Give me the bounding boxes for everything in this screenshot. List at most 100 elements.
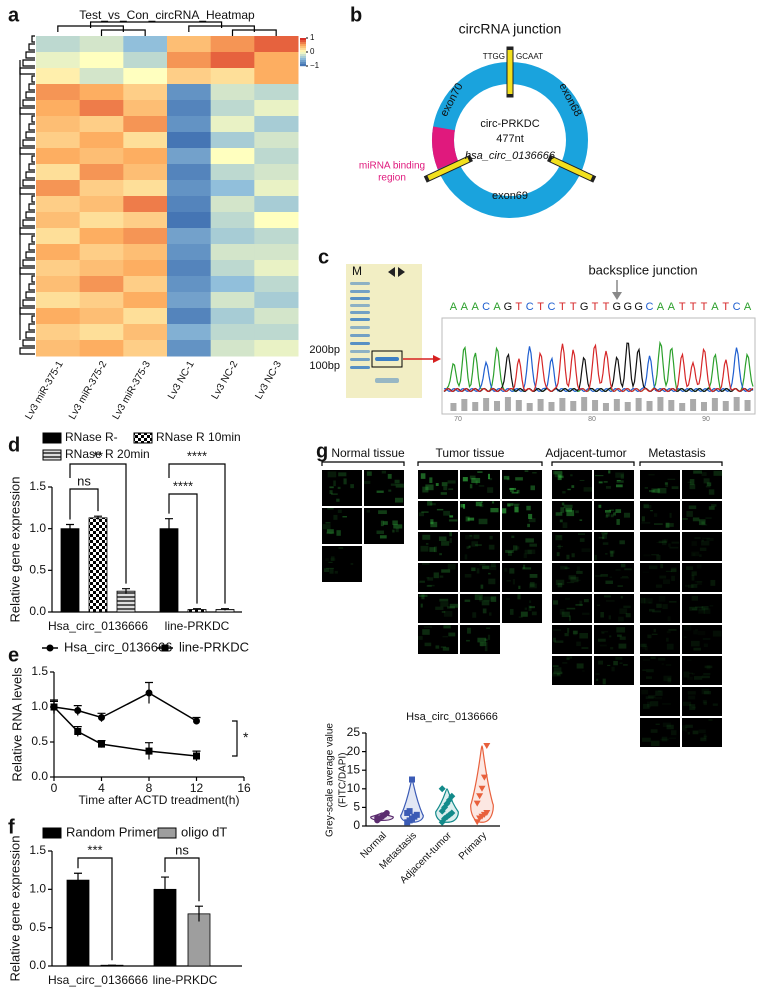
tissue-image xyxy=(594,625,634,654)
fluorescence xyxy=(528,518,536,523)
fluorescence xyxy=(613,660,618,666)
x-tick-label: 16 xyxy=(237,781,251,795)
fluorescence xyxy=(682,518,688,520)
heatmap-cell xyxy=(167,196,212,213)
fluorescence xyxy=(666,643,674,650)
fluorescence xyxy=(509,568,515,574)
fluorescence xyxy=(529,581,535,587)
y-tick-label: 1.5 xyxy=(29,843,46,857)
ladder-band xyxy=(350,350,370,353)
fluorescence xyxy=(559,608,565,615)
quality-bar xyxy=(483,398,490,411)
fluorescence xyxy=(701,539,704,542)
fluorescence xyxy=(697,565,702,569)
heatmap-cell xyxy=(167,68,212,85)
fluorescence xyxy=(662,703,671,705)
tissue-image xyxy=(640,563,680,592)
base-call: C xyxy=(526,301,534,313)
quality-bar xyxy=(526,403,533,411)
heatmap-cell xyxy=(210,36,255,53)
fluorescence xyxy=(703,734,707,739)
fluorescence xyxy=(687,481,692,483)
fluorescence xyxy=(484,646,488,652)
fluorescence xyxy=(687,731,691,735)
fluorescence xyxy=(529,573,538,578)
fluorescence xyxy=(441,541,450,546)
fluorescence xyxy=(641,516,645,522)
fluorescence xyxy=(487,634,491,640)
tissue-image xyxy=(418,532,458,561)
fluorescence xyxy=(576,641,581,647)
quality-bar xyxy=(570,401,577,411)
fluorescence xyxy=(608,615,612,620)
fluorescence xyxy=(447,563,456,570)
fluorescence xyxy=(618,643,627,649)
fluorescence xyxy=(514,506,519,513)
fluorescence xyxy=(643,504,652,509)
fluorescence xyxy=(421,511,429,513)
fluorescence xyxy=(658,540,668,544)
colorbar xyxy=(300,46,306,49)
panel-label: c xyxy=(318,246,329,268)
tissue-image xyxy=(364,470,404,506)
fluorescence xyxy=(487,473,490,480)
heatmap-cell xyxy=(210,308,255,325)
fluorescence xyxy=(471,567,476,572)
heatmap-cell xyxy=(123,276,168,293)
ladder-band xyxy=(350,304,370,307)
significance-bracket xyxy=(77,857,113,961)
fluorescence xyxy=(331,493,338,495)
fluorescence xyxy=(566,510,575,517)
quality-bar xyxy=(668,400,675,411)
heatmap-cell xyxy=(36,36,81,53)
tissue-image xyxy=(552,563,592,592)
fluorescence xyxy=(616,627,626,633)
fluorescence xyxy=(460,503,465,508)
fluorescence xyxy=(666,637,669,642)
sequence: GCAAT xyxy=(516,52,543,61)
fluorescence xyxy=(329,568,334,574)
fluorescence xyxy=(644,645,648,651)
fluorescence xyxy=(577,533,586,535)
fluorescence xyxy=(617,634,622,637)
fluorescence xyxy=(601,631,609,633)
error-bar xyxy=(221,608,229,611)
trace xyxy=(443,343,754,393)
colorbar xyxy=(300,56,306,59)
panel-label: e xyxy=(8,644,19,666)
legend-label: RNase R 20min xyxy=(65,447,150,461)
heatmap-cell xyxy=(123,340,168,357)
fluorescence xyxy=(564,597,570,600)
heatmap-cell xyxy=(36,292,81,309)
fluorescence xyxy=(554,640,564,643)
dendrogram xyxy=(19,227,35,235)
fluorescence xyxy=(703,691,711,695)
fluorescence xyxy=(512,579,516,585)
dendrogram xyxy=(28,43,35,51)
fluorescence xyxy=(489,535,493,540)
point xyxy=(483,809,491,816)
quality-bar xyxy=(722,401,729,411)
quality-bar xyxy=(624,402,631,411)
fluorescence xyxy=(609,509,614,512)
significance-label: ns xyxy=(77,473,91,488)
x-tick-label: line-PRKDC xyxy=(165,619,230,633)
fluorescence xyxy=(421,563,430,565)
junction-bar xyxy=(427,157,470,181)
dendrogram xyxy=(19,147,35,155)
fluorescence xyxy=(425,543,429,545)
fluorescence xyxy=(648,565,658,570)
fluorescence xyxy=(502,508,507,514)
tissue-image xyxy=(552,656,592,685)
column-label: Lv3 miR-375-1 xyxy=(23,359,66,422)
legend-label: Random Primer xyxy=(66,824,158,839)
heatmap-cell xyxy=(36,116,81,133)
heatmap-cell xyxy=(123,196,168,213)
point xyxy=(98,740,105,748)
heatmap-cell xyxy=(79,36,124,53)
fluorescence xyxy=(693,630,698,635)
fluorescence xyxy=(604,595,611,598)
fluorescence xyxy=(564,633,569,637)
fluorescence xyxy=(650,656,656,660)
point xyxy=(145,689,153,697)
